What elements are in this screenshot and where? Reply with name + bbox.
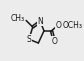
Text: S: S: [27, 35, 31, 44]
Text: O: O: [51, 37, 57, 46]
Text: OCH₃: OCH₃: [63, 21, 83, 30]
Text: O: O: [55, 21, 61, 30]
Text: CH₃: CH₃: [10, 14, 24, 23]
Text: N: N: [37, 17, 43, 26]
